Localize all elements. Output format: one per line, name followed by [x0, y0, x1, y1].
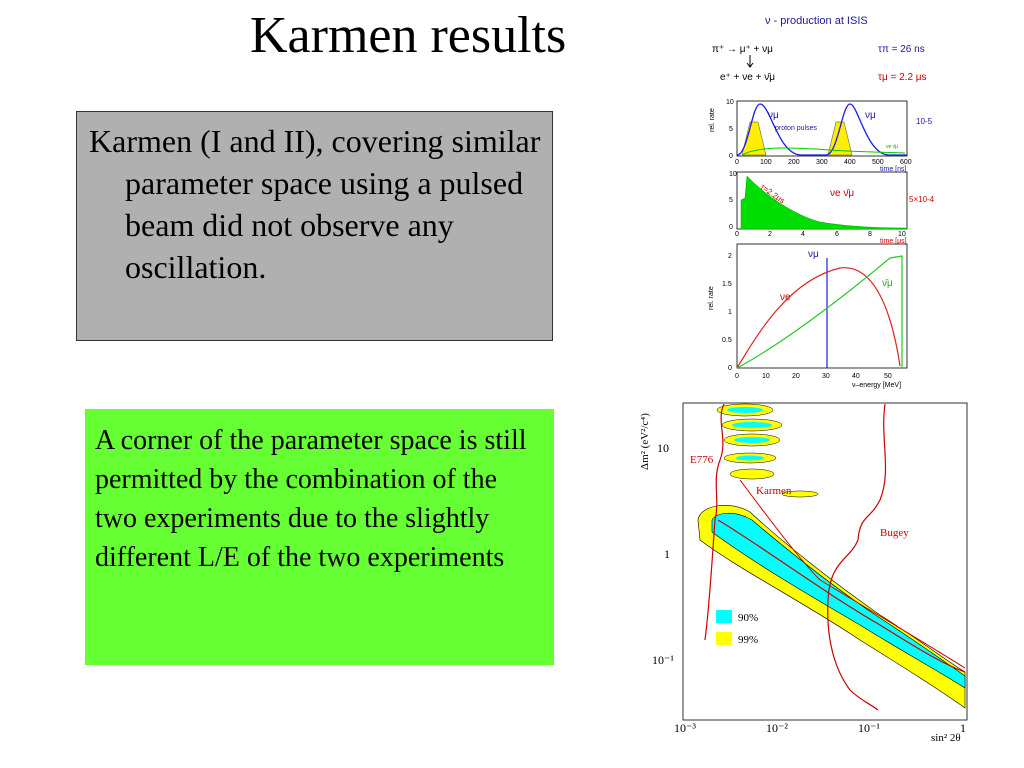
- panel2-xlabel: time [μs]: [880, 238, 907, 245]
- exclusion-ylabel: Δm² (eV²/c⁴): [639, 413, 651, 470]
- panel3-ytick-2: 2: [728, 253, 732, 260]
- bugey-label: Bugey: [880, 527, 909, 539]
- ytick-0.1: 10⁻¹: [652, 653, 674, 667]
- karmen-curve: [717, 519, 966, 673]
- xtick-1: 1: [960, 721, 966, 735]
- exclusion-xlabel: sin² 2θ: [931, 732, 961, 744]
- panel3-numu: νμ: [808, 249, 819, 260]
- tau-mu: τμ = 2.2 μs: [878, 72, 927, 83]
- panel1-xtick-300: 300: [816, 159, 828, 166]
- panel3-ytick-1.5: 1.5: [722, 281, 732, 288]
- panel2-ytick-0: 0: [729, 224, 733, 231]
- summary-box: Karmen (I and II), covering similar para…: [76, 111, 553, 341]
- ytick-1: 1: [664, 547, 670, 561]
- legend-90-label: 90%: [738, 612, 758, 624]
- panel2-xtick-0: 0: [735, 231, 739, 238]
- legend-99-label: 99%: [738, 634, 758, 646]
- e776-curve: [704, 403, 725, 641]
- panel3-xtick-10: 10: [762, 373, 770, 380]
- karmen-curve-2: [739, 479, 966, 669]
- panel3-ytick-0: 0: [728, 365, 732, 372]
- ytick-10: 10: [657, 441, 669, 455]
- decay-line-2: e⁺ + νe + ν̄μ: [720, 72, 775, 83]
- panel3-xtick-40: 40: [852, 373, 860, 380]
- panel1-xtick-400: 400: [844, 159, 856, 166]
- panel1-ylabel: rel. rate: [709, 108, 716, 132]
- panel1-ytick-10: 10: [726, 99, 734, 106]
- decay-arrow: [746, 55, 754, 68]
- panel1-numu-1: νμ: [768, 110, 779, 121]
- slide-title: Karmen results: [250, 7, 567, 64]
- bugey-curve: [827, 403, 887, 711]
- tau-pi: τπ = 26 ns: [878, 44, 925, 55]
- panel3-xtick-50: 50: [884, 373, 892, 380]
- panel2-xtick-2: 2: [768, 231, 772, 238]
- panel3-ytick-0.5: 0.5: [722, 337, 732, 344]
- band-90: [711, 512, 966, 689]
- panel1-ytick-5: 5: [729, 126, 733, 133]
- exclusion-frame: [682, 402, 968, 721]
- panel1-xlabel: time [ns]: [880, 166, 907, 173]
- summary-text: Karmen (I and II), covering similar para…: [89, 123, 541, 285]
- panel2-factor: 5×10-4: [909, 195, 935, 204]
- isis-title: ν - production at ISIS: [765, 15, 868, 27]
- panel2-xtick-8: 8: [868, 231, 872, 238]
- panel1-xtick-600: 600: [900, 159, 912, 166]
- panel3-nue: νe: [780, 292, 791, 303]
- panel3-numubar: ν̄μ: [882, 278, 893, 289]
- panel1-xtick-100: 100: [760, 159, 772, 166]
- panel3-xlabel: ν–energy [MeV]: [852, 382, 901, 389]
- panel2-xtick-10: 10: [898, 231, 906, 238]
- panel1-pulses: proton pulses: [775, 125, 818, 132]
- panel1-xtick-200: 200: [788, 159, 800, 166]
- panel2-xtick-6: 6: [835, 231, 839, 238]
- karmen-label: Karmen: [756, 485, 792, 497]
- note-box: A corner of the parameter space is still…: [85, 409, 554, 665]
- upper-islands-90: [727, 407, 772, 461]
- panel2-xtick-4: 4: [801, 231, 805, 238]
- xtick-0.1: 10⁻¹: [858, 721, 880, 735]
- panel3-xtick-30: 30: [822, 373, 830, 380]
- panel3-xtick-0: 0: [735, 373, 739, 380]
- panel1-numu-2: νμ: [865, 110, 876, 121]
- panel2-ytick-10: 10: [729, 171, 737, 178]
- panel1-small-label: νe ν̄μ: [886, 144, 898, 150]
- panel3-xtick-20: 20: [792, 373, 800, 380]
- panel3-ylabel: rel. rate: [708, 286, 715, 310]
- decay-line-1: π⁺ → μ⁺ + νμ: [712, 44, 773, 55]
- panel2-ytick-5: 5: [729, 197, 733, 204]
- panel1-xtick-0: 0: [735, 159, 739, 166]
- isis-panel-3: rel. rate 2 1.5 1 0.5 0 0 10 20 30 40 50…: [708, 243, 908, 389]
- legend-90-swatch: [716, 610, 732, 623]
- panel3-ytick-1: 1: [728, 309, 732, 316]
- panel1-factor: 10-5: [916, 117, 933, 126]
- legend-99-swatch: [716, 632, 732, 645]
- panel1-xtick-500: 500: [872, 159, 884, 166]
- e776-label: E776: [690, 454, 714, 466]
- xtick-0.001: 10⁻³: [674, 721, 696, 735]
- upper-islands: [716, 403, 819, 498]
- xtick-0.01: 10⁻²: [766, 721, 788, 735]
- note-text: A corner of the parameter space is still…: [95, 425, 527, 573]
- panel2-species: νe ν̄μ: [830, 188, 854, 199]
- isis-panel-1: rel. rate 10 5 0 0 100 200 300 400 500 6…: [709, 99, 933, 173]
- panel1-ytick-0: 0: [729, 153, 733, 160]
